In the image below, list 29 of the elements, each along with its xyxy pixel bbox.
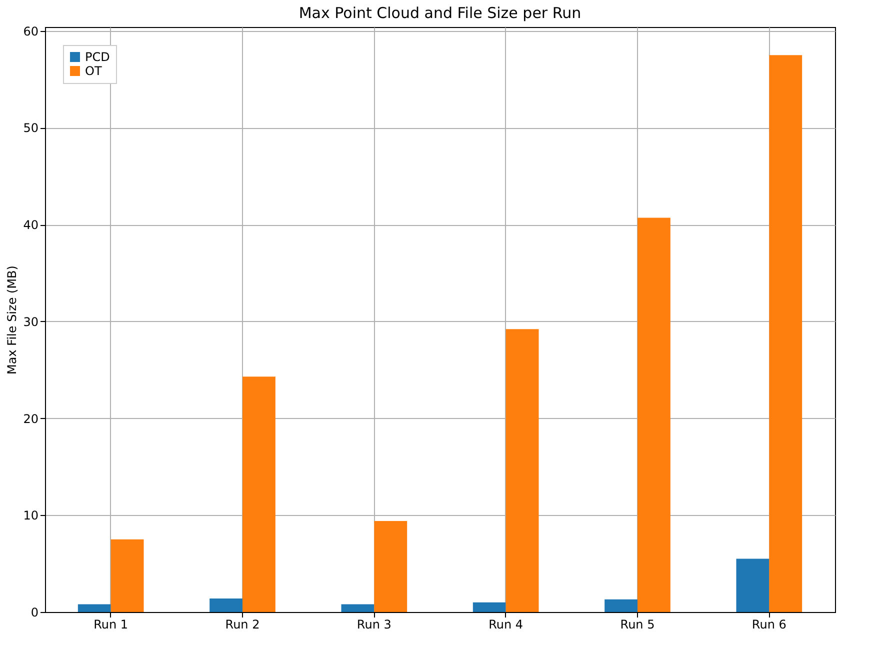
chart-title: Max Point Cloud and File Size per Run: [298, 4, 582, 22]
x-tick-label: Run 4: [488, 618, 524, 632]
bar: [769, 55, 802, 612]
y-tick-label: 30: [23, 314, 38, 329]
bar: [472, 602, 506, 612]
y-axis-title: Max File Size (MB): [5, 266, 20, 374]
y-tick-label: 40: [23, 218, 38, 232]
legend-label: PCD: [85, 50, 110, 64]
y-tick-label: 60: [23, 24, 38, 38]
x-tick-label: Run 6: [752, 618, 786, 632]
y-tick-label: 50: [23, 121, 38, 136]
legend-label: OT: [85, 64, 102, 78]
bar: [604, 599, 638, 612]
y-tick-label: 0: [30, 606, 38, 620]
bar: [110, 539, 144, 612]
bar: [210, 598, 242, 612]
bar: [242, 376, 276, 612]
y-tick-label: 10: [23, 508, 38, 523]
bar: [638, 218, 670, 612]
x-tick-label: Run 2: [225, 618, 260, 632]
bar: [341, 604, 374, 612]
bar: [374, 520, 408, 612]
y-tick-label: 20: [23, 412, 38, 426]
x-tick-label: Run 5: [620, 618, 655, 632]
x-tick-label: Run 3: [356, 618, 392, 632]
x-tick-label: Run 1: [94, 618, 128, 632]
bar: [506, 329, 539, 612]
bar: [736, 558, 770, 612]
bar: [78, 604, 111, 612]
